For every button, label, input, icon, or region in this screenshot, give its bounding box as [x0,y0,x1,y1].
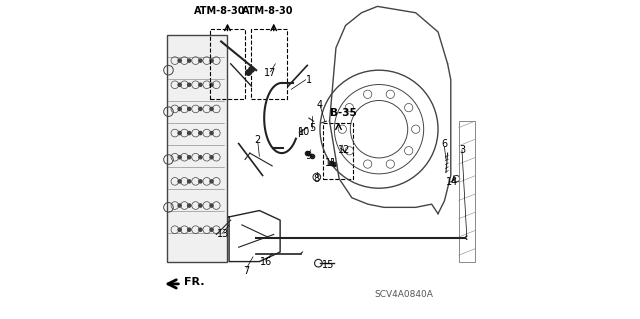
Text: 17: 17 [264,68,276,78]
Text: 9: 9 [306,151,312,161]
Circle shape [188,204,191,207]
Circle shape [178,131,181,135]
Circle shape [188,156,191,159]
Circle shape [178,204,181,207]
Text: ATM-8-30: ATM-8-30 [242,6,293,16]
Text: FR.: FR. [184,277,205,287]
Text: 1: 1 [306,75,312,85]
Text: 2: 2 [255,135,261,145]
Text: 6: 6 [442,138,447,149]
Text: 8: 8 [314,174,320,184]
Circle shape [199,83,202,86]
Text: 7: 7 [243,266,250,276]
Circle shape [188,180,191,183]
Circle shape [210,156,213,159]
Text: 15: 15 [322,260,334,270]
Bar [323,123,353,179]
Circle shape [178,59,181,62]
Circle shape [210,107,213,110]
Circle shape [199,180,202,183]
Text: 5: 5 [309,122,315,133]
Circle shape [188,228,191,231]
Bar [252,29,287,99]
Text: 3: 3 [459,145,465,155]
Circle shape [188,131,191,135]
Bar [459,121,475,262]
FancyBboxPatch shape [167,35,227,262]
Circle shape [199,107,202,110]
Circle shape [178,180,181,183]
Text: ATM-8-30: ATM-8-30 [194,6,245,16]
Circle shape [178,83,181,86]
Circle shape [178,228,181,231]
Circle shape [199,204,202,207]
Circle shape [210,83,213,86]
Circle shape [210,59,213,62]
Text: 13: 13 [216,229,229,240]
Text: 14: 14 [446,177,458,187]
Text: 16: 16 [260,256,272,267]
Text: B-35: B-35 [330,108,356,118]
Circle shape [210,131,213,135]
Text: 11: 11 [325,158,337,168]
Circle shape [178,107,181,110]
Text: 12: 12 [338,145,350,155]
Text: 4: 4 [317,100,323,110]
Circle shape [210,228,213,231]
Bar [210,29,245,99]
Circle shape [199,156,202,159]
Circle shape [199,228,202,231]
Text: SCV4A0840A: SCV4A0840A [374,290,433,299]
Circle shape [178,156,181,159]
Circle shape [210,180,213,183]
Circle shape [199,59,202,62]
Text: 10: 10 [298,127,310,137]
Circle shape [188,107,191,110]
Circle shape [199,131,202,135]
Circle shape [188,83,191,86]
Circle shape [210,204,213,207]
Circle shape [188,59,191,62]
